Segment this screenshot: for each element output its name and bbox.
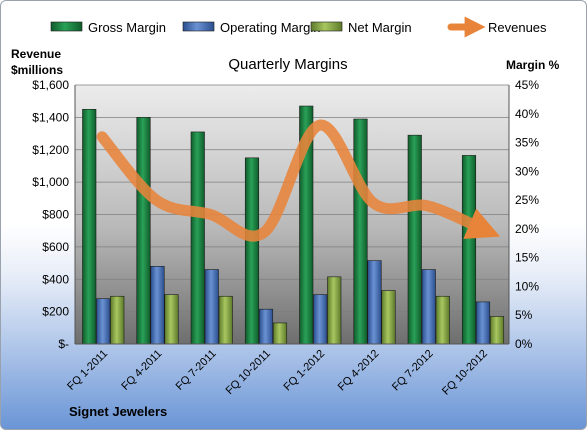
legend-swatch [182,21,215,32]
bar-gross-margin [190,131,205,345]
bar-gross-margin [136,117,151,345]
bar-gross-margin [461,155,477,345]
bar-operating-margin [258,308,274,345]
bar-net-margin [489,316,505,345]
legend-swatch [310,21,343,32]
bar-net-margin [164,294,179,345]
revenue-line [96,119,501,242]
x-tick-label: FQ 1-2012 [282,348,328,394]
legend: Gross Margin Operating Margin Net Margin Re… [50,16,547,38]
bar-net-margin [218,295,233,345]
left-tick-label: $600 [42,240,69,254]
bar-gross-margin [82,108,97,345]
bar-operating-margin [367,260,382,345]
legend-label: Operating Margin [220,20,320,35]
bar-gross-margin [407,134,422,345]
bar-net-margin [272,322,288,345]
x-tick-label: FQ 7-2012 [390,348,436,394]
bar-operating-margin [96,298,111,345]
right-axis-label: Margin % [506,58,560,72]
x-tick-label: FQ 10-2012 [440,348,490,398]
left-tick-label: $1,600 [32,78,69,92]
x-tick-label: FQ 10-2011 [224,348,273,397]
x-tick-label: FQ 4-2012 [336,348,382,394]
legend-label: Net Margin [348,20,412,35]
bar-operating-margin [475,301,491,345]
right-tick-label: 5% [515,308,533,322]
x-tick-label: FQ 7-2011 [174,348,219,393]
left-tick-label: $400 [42,272,69,286]
bar-net-margin [327,276,342,345]
legend-label: Gross Margin [88,20,166,35]
x-tick-label: FQ 1-2011 [65,348,110,393]
right-tick-label: 20% [515,222,539,236]
bar-gross-margin [244,157,260,345]
bar-gross-margin [353,118,368,345]
revenues-series-line [96,119,501,242]
left-tick-label: $1,400 [32,110,69,124]
left-axis-label-line1: Revenue [11,47,61,61]
bar-series [82,105,505,345]
bar-net-margin [110,295,125,345]
chart-title: Quarterly Margins [228,56,347,73]
bar-net-margin [435,295,450,345]
bar-operating-margin [150,265,165,345]
company-name: Signet Jewelers [69,404,167,419]
right-tick-label: 15% [515,251,539,265]
right-tick-label: 35% [515,136,539,150]
left-tick-label: $800 [42,208,69,222]
legend-swatch [50,21,83,32]
x-tick-label: FQ 4-2011 [119,348,164,393]
bar-operating-margin [204,269,219,345]
bar-operating-margin [421,269,436,345]
left-tick-label: $1,200 [32,143,69,157]
left-tick-label: $1,000 [32,175,69,189]
right-tick-label: 10% [515,279,539,293]
right-tick-label: 25% [515,193,539,207]
right-tick-label: 45% [515,78,539,92]
left-axis-label-line2: $millions [11,63,63,77]
legend-label: Revenues [488,20,547,35]
right-tick-label: 30% [515,164,539,178]
left-tick-label: $200 [42,305,69,319]
right-tick-label: 0% [515,337,533,351]
bar-net-margin [381,290,396,345]
right-tick-label: 40% [515,107,539,121]
bar-operating-margin [313,294,328,345]
left-tick-label: $- [58,337,69,351]
